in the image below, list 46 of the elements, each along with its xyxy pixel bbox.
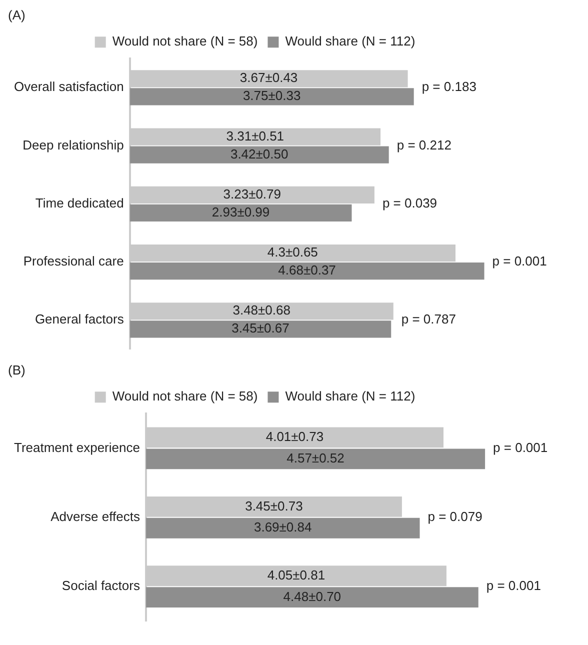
y-tick-label: General factors bbox=[34, 312, 124, 327]
annotation: p = 0.039 bbox=[382, 195, 438, 210]
y-tick-label: Time dedicated bbox=[35, 195, 124, 210]
legend-label: Would share (N = 112) bbox=[285, 34, 416, 49]
annotation: p = 0.787 bbox=[401, 312, 456, 327]
y-tick-label: Overall satisfaction bbox=[14, 79, 124, 94]
text: (A) bbox=[8, 7, 26, 22]
legend-label: Would not share (N = 58) bbox=[112, 388, 258, 404]
bar bbox=[146, 448, 486, 470]
annotation: p = 0.183 bbox=[422, 79, 476, 94]
text: p = 0.001 bbox=[492, 254, 547, 269]
data-label: 4.01±0.73 bbox=[266, 429, 324, 444]
data-label: 3.42±0.50 bbox=[230, 146, 288, 162]
data-label: 3.67±0.43 bbox=[240, 70, 298, 86]
bar bbox=[146, 518, 420, 538]
data-label: 3.45±0.73 bbox=[245, 498, 303, 514]
data-label: 3.69±0.84 bbox=[254, 520, 312, 535]
text: p = 0.001 bbox=[493, 440, 548, 455]
data-label: 3.23±0.79 bbox=[223, 186, 282, 202]
annotation: p = 0.212 bbox=[396, 137, 452, 152]
bar bbox=[146, 587, 478, 608]
bar bbox=[130, 88, 414, 106]
data-label: 4.3±0.65 bbox=[267, 244, 318, 260]
y-tick-label: Deep relationship bbox=[22, 137, 124, 152]
bar bbox=[130, 262, 484, 280]
data-label: 3.31±0.51 bbox=[226, 128, 284, 144]
bar bbox=[130, 320, 392, 338]
data-label: 3.75±0.33 bbox=[242, 88, 301, 104]
data-label: 3.45±0.67 bbox=[232, 320, 290, 336]
y-tick-label: Adverse effects bbox=[50, 508, 140, 524]
y-tick-label: Professional care bbox=[23, 254, 124, 269]
data-label: 4.05±0.81 bbox=[267, 567, 326, 582]
data-label: 2.93±0.99 bbox=[212, 204, 270, 220]
data-label: 4.57±0.52 bbox=[286, 450, 344, 466]
legend-label: Would share (N = 112) bbox=[285, 388, 416, 404]
bar bbox=[130, 146, 389, 164]
y-tick-label: Treatment experience bbox=[14, 440, 140, 455]
data-label: 3.48±0.68 bbox=[232, 302, 290, 318]
text: (B) bbox=[8, 362, 26, 378]
text: p = 0.001 bbox=[486, 578, 541, 594]
annotation: p = 0.079 bbox=[428, 508, 482, 524]
data-label: 4.48±0.70 bbox=[283, 588, 342, 604]
bar bbox=[130, 204, 352, 222]
data-label: 4.68±0.37 bbox=[278, 262, 336, 278]
legend-label: Would not share (N = 58) bbox=[112, 34, 258, 49]
y-tick-label: Social factors bbox=[62, 578, 140, 594]
